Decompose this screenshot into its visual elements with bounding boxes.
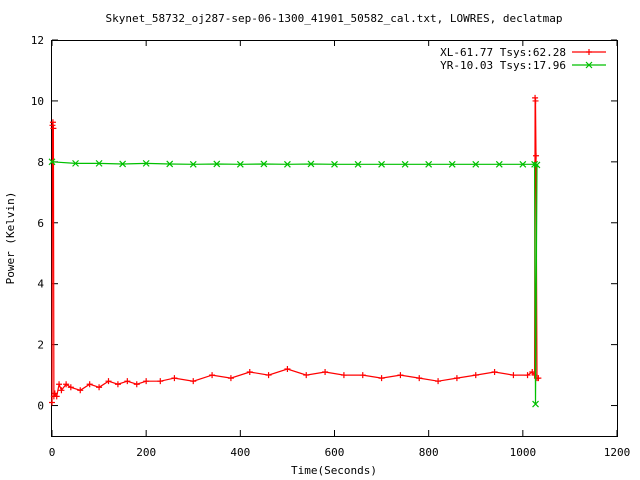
data-point (67, 384, 74, 391)
series-layer (48, 94, 542, 408)
series-1 (48, 158, 541, 408)
data-point (96, 384, 103, 391)
data-point (86, 381, 93, 388)
legend-label: XL-61.77 Tsys:62.28 (440, 46, 566, 59)
data-point (246, 369, 253, 376)
data-point (213, 160, 221, 168)
x-tick-label: 400 (230, 446, 250, 459)
legend-label: YR-10.03 Tsys:17.96 (440, 59, 566, 72)
data-point (72, 159, 79, 167)
data-point (307, 160, 315, 168)
chart-title: Skynet_58732_oj287-sep-06-1300_41901_505… (106, 12, 563, 25)
x-axis-label: Time(Seconds) (291, 464, 377, 477)
data-point (265, 372, 272, 379)
x-tick-label: 1000 (510, 446, 537, 459)
data-point (533, 161, 541, 169)
data-point (119, 160, 127, 168)
series-line (51, 161, 538, 405)
data-point (416, 375, 423, 382)
data-point (190, 378, 197, 385)
data-point (56, 381, 63, 388)
data-point (77, 387, 84, 394)
data-point (378, 375, 385, 382)
data-point (227, 375, 234, 382)
data-point (49, 119, 56, 126)
y-tick-label: 6 (37, 217, 44, 230)
data-point (519, 160, 527, 168)
legend-marker (585, 61, 593, 69)
y-tick-label: 8 (37, 156, 44, 169)
x-tick-label: 600 (325, 446, 345, 459)
data-point (340, 372, 347, 379)
data-point (260, 160, 268, 168)
data-point (354, 160, 362, 168)
data-point (143, 378, 150, 385)
data-point (448, 160, 456, 168)
y-tick-label: 0 (37, 400, 44, 413)
data-point (472, 160, 480, 168)
data-point (531, 160, 539, 168)
data-point (283, 160, 291, 168)
data-point (535, 375, 542, 382)
x-tick-label: 1200 (604, 446, 631, 459)
y-axis-label: Power (Kelvin) (4, 192, 17, 285)
series-0 (49, 94, 542, 406)
data-point (495, 160, 503, 168)
data-point (95, 159, 103, 167)
y-tick-label: 4 (37, 278, 44, 291)
data-point (284, 365, 291, 372)
y-tick-label: 2 (37, 339, 44, 352)
data-point (529, 369, 536, 376)
data-point (303, 372, 310, 379)
data-point (53, 393, 60, 400)
data-point (425, 160, 433, 168)
data-point (533, 152, 540, 159)
data-point (157, 378, 164, 385)
data-point (359, 372, 366, 379)
series-line (51, 97, 539, 403)
data-point (531, 372, 538, 379)
data-point (171, 375, 178, 382)
data-point (378, 160, 386, 168)
data-point (189, 160, 197, 168)
data-point (114, 381, 121, 388)
data-point (105, 378, 112, 385)
data-point (322, 369, 329, 376)
x-tick-label: 0 (49, 446, 56, 459)
data-point (48, 158, 56, 166)
data-point (532, 97, 539, 104)
data-point (472, 372, 479, 379)
data-point (510, 372, 517, 379)
data-point (524, 372, 531, 379)
data-point (58, 387, 65, 394)
y-tick-label: 12 (31, 34, 44, 47)
y-tick-label: 10 (31, 95, 44, 108)
data-point (142, 159, 150, 167)
data-point (491, 369, 498, 376)
data-point (133, 381, 140, 388)
data-point (401, 160, 409, 168)
plot-frame (51, 40, 618, 437)
data-point (49, 399, 55, 406)
data-point (435, 378, 442, 385)
legend-marker (586, 49, 592, 55)
axis-ticks: 0 200 400 600 800 1000 1200 0 2 4 6 8 10 12 (31, 34, 631, 459)
data-point (166, 160, 174, 168)
data-point (50, 125, 57, 132)
data-point (453, 375, 460, 382)
data-point (209, 372, 216, 379)
plot-area (51, 40, 618, 437)
data-point (236, 160, 244, 168)
data-point (63, 381, 70, 388)
data-point (532, 400, 539, 408)
x-tick-label: 200 (136, 446, 156, 459)
data-point (331, 160, 338, 168)
data-point (397, 372, 404, 379)
data-point (124, 378, 131, 385)
x-tick-label: 800 (419, 446, 439, 459)
data-point (51, 390, 58, 397)
